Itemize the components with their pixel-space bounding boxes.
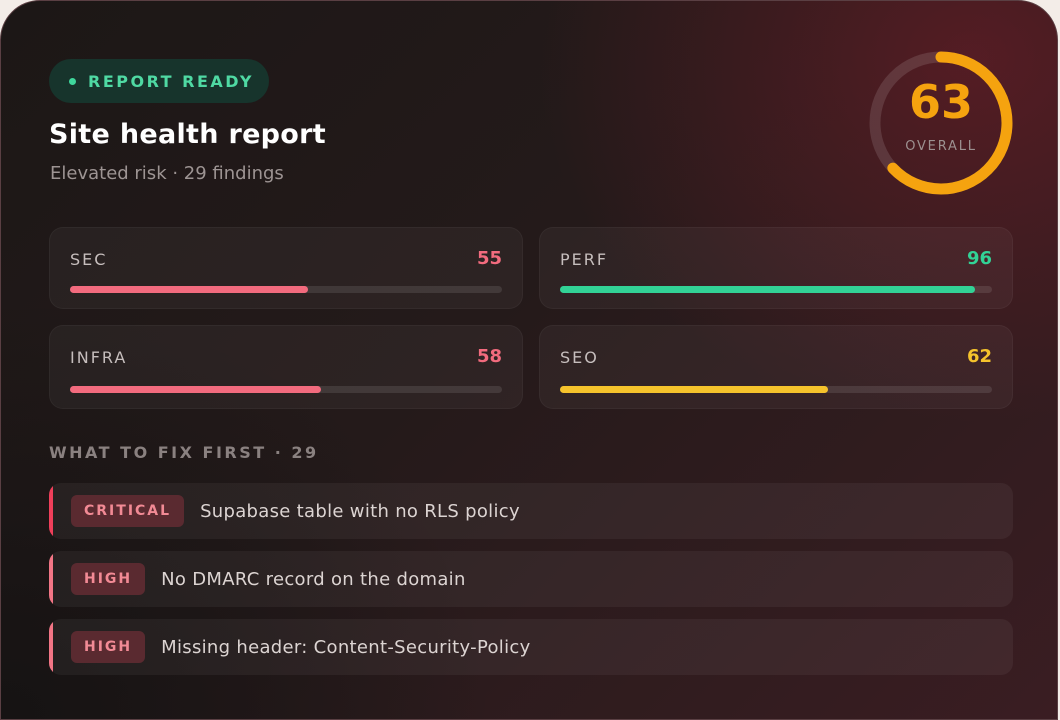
metric-value: 58 [476,346,502,367]
metric-value: 62 [966,346,992,367]
page-subtitle: Elevated risk · 29 findings [50,163,284,184]
finding-text: Missing header: Content-Security-Policy [161,636,531,658]
metric-bar-fill [560,386,828,393]
finding-item[interactable]: HIGH No DMARC record on the domain [49,551,1013,607]
metric-bar-track [70,386,502,393]
metric-card-sec: SEC 55 [49,227,523,309]
metric-card-perf: PERF 96 [539,227,1013,309]
metric-bar-fill [560,286,975,293]
metric-value: 96 [966,248,992,269]
overall-score-label: OVERALL [905,139,977,154]
finding-text: Supabase table with no RLS policy [200,500,520,522]
gauge-progress-arc [869,51,1013,195]
fix-first-heading: WHAT TO FIX FIRST · 29 [49,443,319,462]
metric-card-infra: INFRA 58 [49,325,523,409]
status-dot-icon [69,77,76,85]
metric-bar-track [70,286,502,293]
metric-card-seo: SEO 62 [539,325,1013,409]
status-badge-label: REPORT READY [88,71,254,91]
metric-name: INFRA [70,348,128,367]
metric-bar-fill [70,286,308,293]
severity-accent-bar [49,483,53,539]
metric-name: SEO [560,348,599,367]
metric-name: SEC [70,250,108,269]
metric-bar-track [560,286,992,293]
severity-accent-bar [49,619,53,675]
status-badge: REPORT READY [49,59,269,103]
severity-tag: HIGH [71,563,146,595]
overall-score-gauge: 63 OVERALL [867,49,1015,197]
severity-tag: CRITICAL [71,495,185,527]
finding-item[interactable]: CRITICAL Supabase table with no RLS poli… [49,483,1013,539]
page-title: Site health report [49,119,326,150]
severity-tag: HIGH [71,631,146,663]
metric-value: 55 [476,248,502,269]
finding-text: No DMARC record on the domain [161,568,466,590]
finding-item[interactable]: HIGH Missing header: Content-Security-Po… [49,619,1013,675]
severity-accent-bar [49,551,53,607]
metric-name: PERF [560,250,609,269]
overall-score-ring [869,51,1013,195]
overall-score-value: 63 [908,75,973,129]
metric-bar-track [560,386,992,393]
metric-bar-fill [70,386,321,393]
